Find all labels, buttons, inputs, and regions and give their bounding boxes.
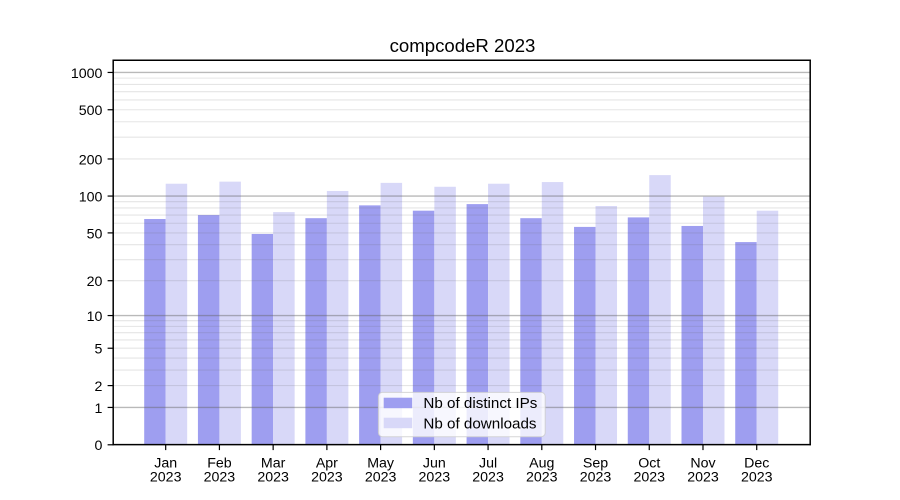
svg-text:2023: 2023 bbox=[419, 469, 451, 485]
svg-text:2023: 2023 bbox=[633, 469, 665, 485]
svg-text:500: 500 bbox=[79, 103, 103, 119]
svg-text:2023: 2023 bbox=[526, 469, 558, 485]
svg-text:2023: 2023 bbox=[687, 469, 719, 485]
svg-text:Dec: Dec bbox=[744, 455, 769, 471]
svg-text:Oct: Oct bbox=[638, 455, 660, 471]
svg-text:2023: 2023 bbox=[311, 469, 343, 485]
svg-text:Nov: Nov bbox=[690, 455, 716, 471]
svg-text:2023: 2023 bbox=[204, 469, 236, 485]
svg-text:Mar: Mar bbox=[261, 455, 286, 471]
svg-text:2023: 2023 bbox=[472, 469, 504, 485]
svg-text:100: 100 bbox=[79, 189, 103, 205]
svg-text:20: 20 bbox=[87, 274, 103, 290]
svg-text:Sep: Sep bbox=[583, 455, 608, 471]
svg-text:2023: 2023 bbox=[150, 469, 182, 485]
svg-text:200: 200 bbox=[79, 152, 103, 168]
svg-text:1: 1 bbox=[95, 401, 103, 417]
svg-text:2023: 2023 bbox=[257, 469, 289, 485]
svg-text:Jun: Jun bbox=[423, 455, 446, 471]
svg-text:2023: 2023 bbox=[741, 469, 773, 485]
svg-text:Apr: Apr bbox=[316, 455, 338, 471]
svg-text:2: 2 bbox=[95, 379, 103, 395]
svg-text:Nb of downloads: Nb of downloads bbox=[423, 415, 537, 432]
svg-text:Nb of distinct IPs: Nb of distinct IPs bbox=[423, 395, 537, 412]
svg-text:Jul: Jul bbox=[479, 455, 497, 471]
svg-text:2023: 2023 bbox=[365, 469, 397, 485]
svg-text:10: 10 bbox=[87, 309, 103, 325]
svg-text:50: 50 bbox=[87, 226, 103, 242]
svg-text:2023: 2023 bbox=[580, 469, 612, 485]
svg-text:Aug: Aug bbox=[529, 455, 554, 471]
svg-text:May: May bbox=[367, 455, 395, 471]
svg-text:Jan: Jan bbox=[154, 455, 177, 471]
svg-text:Feb: Feb bbox=[207, 455, 232, 471]
svg-text:5: 5 bbox=[95, 342, 103, 358]
svg-text:1000: 1000 bbox=[71, 66, 103, 82]
svg-text:compcodeR 2023: compcodeR 2023 bbox=[390, 35, 536, 56]
svg-text:0: 0 bbox=[95, 438, 103, 454]
